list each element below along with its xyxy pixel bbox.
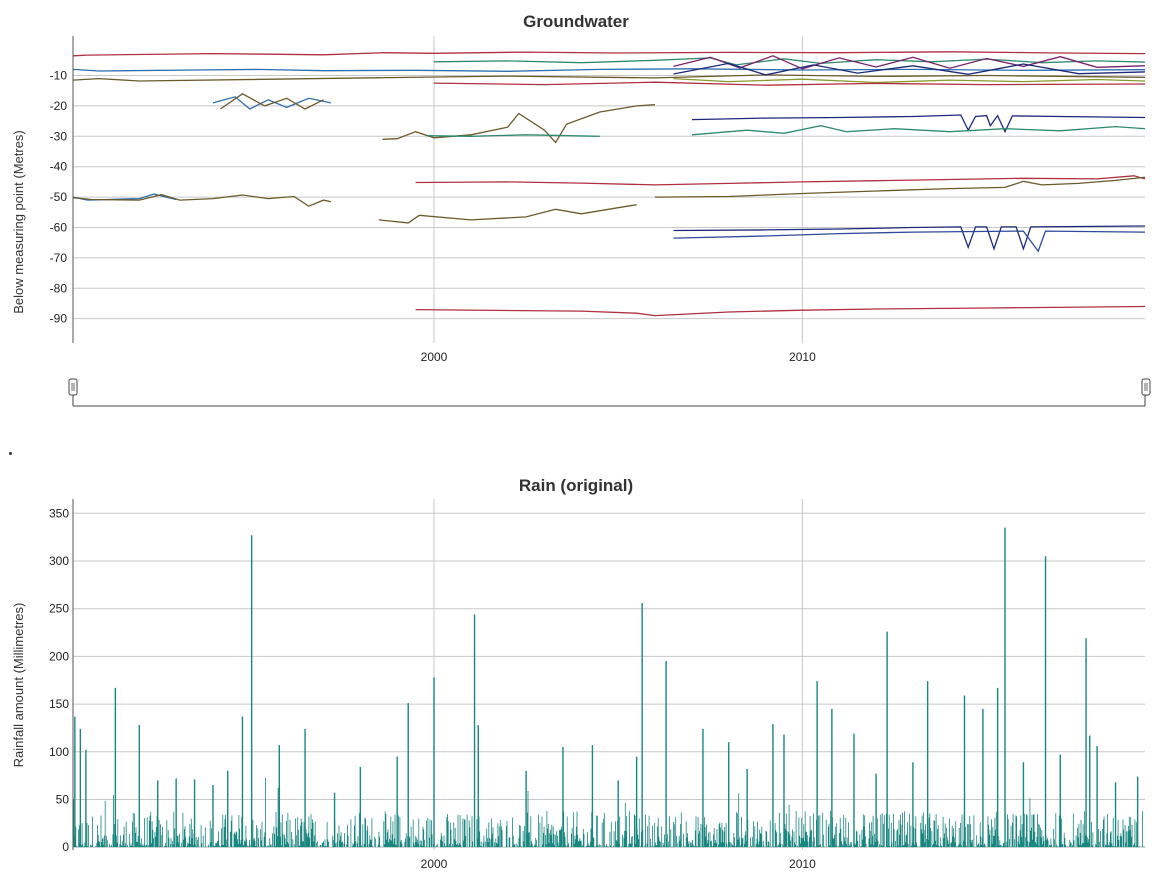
groundwater-series-2 <box>72 74 1146 82</box>
rain-y-tick-label: 50 <box>56 792 70 806</box>
gw-y-tick-label: -70 <box>50 251 68 265</box>
groundwater-series-9 <box>220 93 324 110</box>
bullet-dot <box>9 452 12 455</box>
groundwater-series-4 <box>673 55 1146 70</box>
groundwater-series-21 <box>415 305 1146 317</box>
groundwater-grid <box>73 36 1145 343</box>
gw-x-tick-label: 2000 <box>421 350 448 364</box>
rain-grid <box>73 499 1145 850</box>
gw-y-tick-label: -10 <box>50 69 68 83</box>
gw-y-tick-label: -40 <box>50 160 68 174</box>
groundwater-series-0 <box>72 51 1146 57</box>
groundwater-chart: Groundwater Below measuring point (Metre… <box>11 12 1146 364</box>
rain-title: Rain (original) <box>519 476 633 495</box>
groundwater-series-14 <box>415 175 1146 186</box>
gw-y-tick-label: -30 <box>50 129 68 143</box>
groundwater-series-8 <box>212 96 332 110</box>
rain-chart: Rain (original) Rainfall amount (Millime… <box>11 476 1146 871</box>
rain-y-tick-label: 150 <box>49 697 69 711</box>
rain-y-ticks: 0 50 100 150 200 250 300 350 <box>49 506 69 854</box>
rain-bars-group <box>72 527 1146 848</box>
groundwater-series-12 <box>691 114 1146 134</box>
groundwater-series-5 <box>673 62 1146 76</box>
groundwater-series-13 <box>691 125 1146 136</box>
gw-y-tick-label: -20 <box>50 99 68 113</box>
rain-y-tick-label: 0 <box>62 840 69 854</box>
groundwater-title: Groundwater <box>523 12 629 31</box>
groundwater-series-18 <box>378 204 637 224</box>
rain-bars-dense <box>72 777 1146 848</box>
groundwater-y-ticks: -10 -20 -30 -40 -50 -60 -70 -80 -90 <box>50 69 68 326</box>
groundwater-series-3 <box>433 57 1146 66</box>
groundwater-series-19 <box>673 225 1146 251</box>
rain-y-tick-label: 200 <box>49 649 69 663</box>
rain-y-tick-label: 100 <box>49 745 69 759</box>
groundwater-series-15 <box>654 176 1146 198</box>
gw-x-tick-label: 2010 <box>789 350 816 364</box>
groundwater-series-6 <box>673 77 1146 84</box>
groundwater-series-17 <box>72 194 332 207</box>
groundwater-y-label: Below measuring point (Metres) <box>11 130 26 314</box>
rain-y-tick-label: 300 <box>49 554 69 568</box>
rain-x-ticks: 2000 2010 <box>421 857 816 871</box>
groundwater-series-7 <box>433 81 1146 86</box>
groundwater-x-ticks: 2000 2010 <box>421 350 816 364</box>
gw-y-tick-label: -80 <box>50 281 68 295</box>
range-slider-right-handle[interactable] <box>1141 378 1151 396</box>
range-slider[interactable] <box>68 378 1151 407</box>
rain-y-tick-label: 350 <box>49 506 69 520</box>
rain-y-label: Rainfall amount (Millimetres) <box>11 603 26 768</box>
range-slider-left-handle[interactable] <box>68 378 78 396</box>
groundwater-series-20 <box>673 230 1146 253</box>
rain-y-tick-label: 250 <box>49 602 69 616</box>
rain-x-tick-label: 2000 <box>421 857 448 871</box>
groundwater-series-11 <box>426 134 600 137</box>
gw-y-tick-label: -50 <box>50 190 68 204</box>
gw-y-tick-label: -60 <box>50 220 68 234</box>
groundwater-series-10 <box>382 104 656 144</box>
groundwater-series-1 <box>72 68 1146 72</box>
gw-y-tick-label: -90 <box>50 312 68 326</box>
rain-x-tick-label: 2010 <box>789 857 816 871</box>
groundwater-series-group <box>72 51 1146 317</box>
